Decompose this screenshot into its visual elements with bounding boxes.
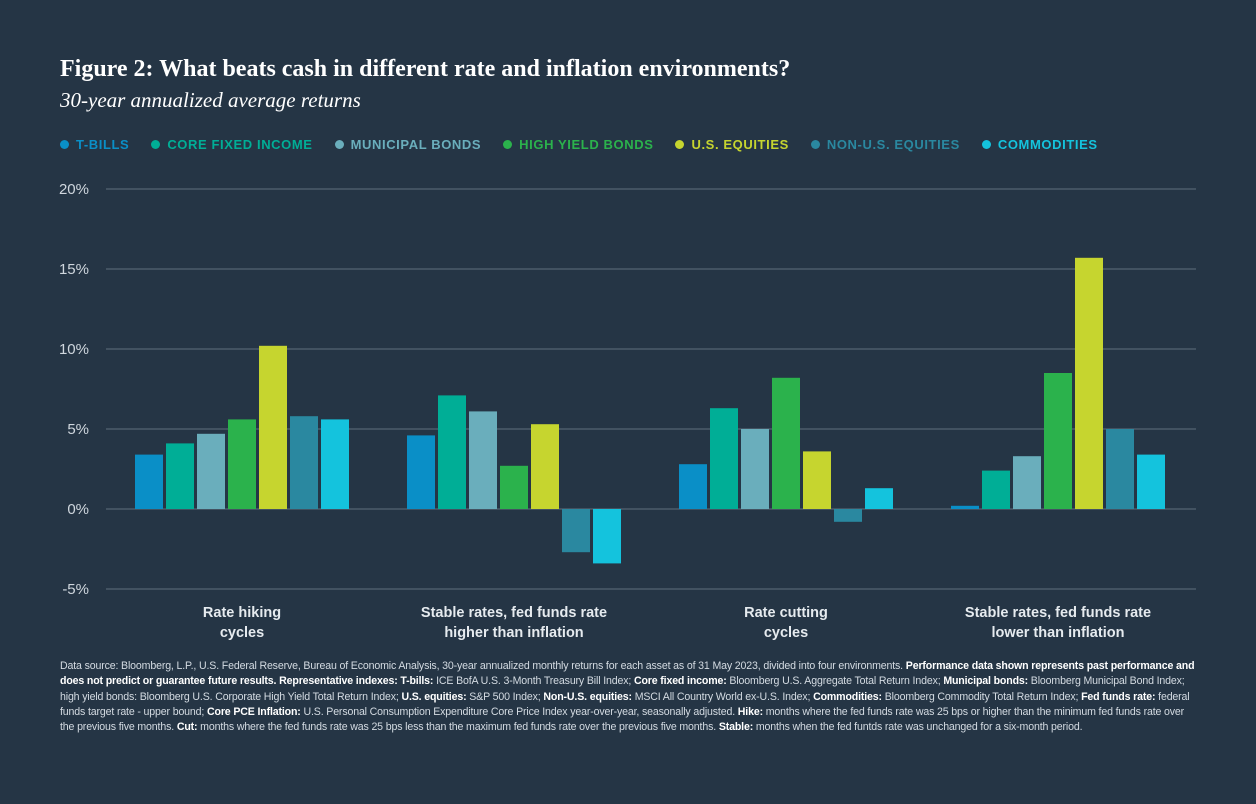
bar [772,377,800,509]
footnote-bold-segment: Fed funds rate: [1081,690,1156,703]
legend-item: NON-U.S. EQUITIES [810,137,960,152]
bar [438,395,466,509]
bar [865,488,893,509]
footnote-segment: months where the fed funds rate was 25 b… [60,705,1185,734]
legend-item: HIGH YIELD BONDS [503,137,653,152]
bar [407,435,435,509]
y-tick-label: 10% [59,341,89,358]
footnote-segment: Bloomberg Commodity Total Return Index; [881,690,1082,703]
footnote-segment: Bloomberg U.S. Aggregate Total Return In… [726,675,944,688]
bar [197,433,225,509]
legend-item: U.S. EQUITIES [675,137,788,152]
bar [982,470,1010,509]
footnote-segment: S&P 500 Index; [466,690,544,703]
footnote-segment: MSCI All Country World ex-U.S. Index; [631,690,814,703]
footnote-bold-segment: Cut: [176,721,198,734]
footnote-bold-segment: Non-U.S. equities: [543,690,632,703]
bar [741,429,769,509]
legend-swatch [151,140,161,149]
x-category-label: higher than inflation [444,625,583,641]
legend-item: T-BILLS [60,137,129,152]
legend-swatch [981,140,991,149]
footnote-bold-segment: Municipal bonds: [943,675,1029,688]
footnote-bold-segment: Stable: [718,721,754,734]
legend-swatch [334,140,344,149]
bar [259,345,287,509]
legend-label: CORE FIXED INCOME [167,137,313,152]
bar [469,411,497,509]
footnote-segment: months where the fed funds rate was 25 b… [197,721,719,734]
footnote-bold-segment: Performance data shown represents past p… [60,660,1195,688]
footnote-segment: Data source: Bloomberg, L.P., U.S. Feder… [60,660,906,672]
bar [834,509,862,522]
x-category-label: cycles [220,625,264,641]
footnote-bold-segment: Core fixed income: [633,675,727,688]
y-tick-label: 15% [59,261,89,278]
x-category-label: Stable rates, fed funds rate [421,605,607,621]
chart-subtitle: 30-year annualized average returns [60,88,361,112]
x-category-label: cycles [764,625,808,641]
bar [710,408,738,509]
y-tick-label: 20% [59,181,89,198]
x-category-label: Rate hiking [203,605,281,621]
legend-label: U.S. EQUITIES [691,137,789,152]
legend-item: COMMODITIES [981,137,1098,152]
footnote-segment: ICE BofA U.S. 3-Month Treasury Bill Inde… [433,675,634,688]
bar [135,454,163,509]
footnote-segment: months when the fed funtds rate was unch… [753,721,1083,734]
bar [679,464,707,509]
x-category-label: Rate cutting [744,605,828,621]
footnote: Data source: Bloomberg, L.P., U.S. Feder… [60,659,1200,735]
x-category-label: lower than inflation [992,625,1125,641]
y-tick-label: 5% [67,421,89,438]
legend-item: MUNICIPAL BONDS [334,137,482,152]
bar [1013,456,1041,509]
bar [593,509,621,564]
legend-label: NON-U.S. EQUITIES [826,137,960,152]
footnote-bold-segment: Commodities: [813,690,882,703]
footnote-bold-segment: Hike: [737,705,763,718]
legend-swatch [675,140,685,149]
bar [531,424,559,509]
bar [951,505,979,509]
footnote-bold-segment: Core PCE Inflation: [207,705,301,718]
bar [500,465,528,509]
bar [228,419,256,509]
footnote-bold-segment: U.S. equities: [401,690,467,703]
legend-swatch [810,140,820,149]
bar [290,416,318,509]
legend-swatch [503,140,513,149]
legend-label: HIGH YIELD BONDS [519,137,654,152]
x-category-label: Stable rates, fed funds rate [965,605,1151,621]
legend-label: COMMODITIES [997,137,1098,152]
y-tick-label: 0% [67,501,89,518]
legend: T-BILLS CORE FIXED INCOME MUNICIPAL BONDS H… [60,137,1098,152]
bar [562,509,590,553]
legend-label: T-BILLS [76,137,130,152]
footnote-segment: Bloomberg Municipal Bond Index; high yie… [60,675,1185,703]
bar [321,419,349,509]
legend-label: MUNICIPAL BONDS [350,137,482,152]
y-tick-label: -5% [62,581,89,598]
legend-item: CORE FIXED INCOME [151,137,312,152]
bar [1106,429,1134,509]
bar [803,451,831,509]
chart-title: Figure 2: What beats cash in different r… [60,56,791,82]
bar [1075,257,1103,509]
bar [1044,373,1072,509]
bar [1137,454,1165,509]
bar [166,443,194,509]
footnote-segment: U.S. Personal Consumption Expenditure Co… [300,705,738,718]
legend-swatch [60,140,69,149]
footnote-segment: federal funds target rate - upper bound; [60,690,1190,718]
